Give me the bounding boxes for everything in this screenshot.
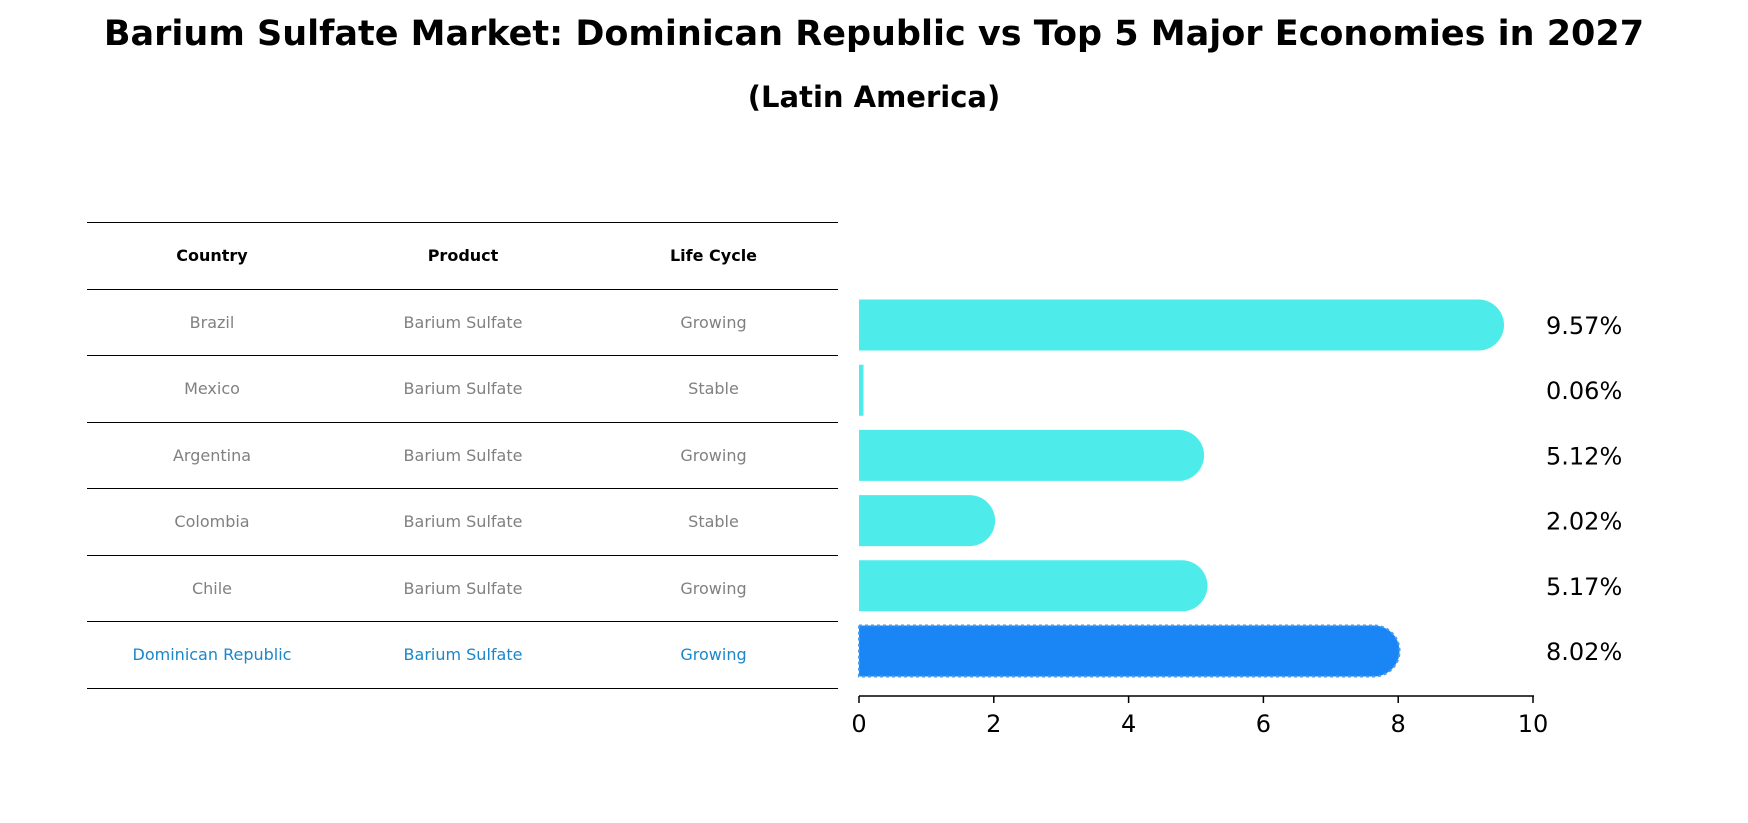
bar [859, 560, 1208, 612]
country-cell: Chile [191, 578, 233, 598]
bar [859, 495, 996, 547]
data-label: 8.02% [1546, 638, 1622, 666]
life-cycle-cell: Growing [680, 445, 747, 465]
country-cell: Dominican Republic [132, 645, 292, 665]
header-product: Product [427, 246, 499, 266]
product-cell: Barium Sulfate [403, 578, 523, 598]
header-life-cycle: Life Cycle [669, 246, 758, 266]
life-cycle-cell: Growing [680, 578, 747, 598]
header-country: Country [176, 246, 248, 266]
life-cycle-cell: Growing [680, 312, 747, 332]
product-cell: Barium Sulfate [403, 645, 523, 665]
country-cell: Colombia [174, 512, 250, 532]
data-label: 2.02% [1546, 508, 1622, 536]
life-cycle-cell: Stable [688, 379, 739, 399]
table-row: Chile Barium Sulfate Growing [87, 554, 838, 622]
table-row: Argentina Barium Sulfate Growing [87, 421, 838, 489]
country-cell: Brazil [189, 312, 235, 332]
table-header-row: Country Product Life Cycle [87, 222, 838, 289]
data-label: 9.57% [1546, 312, 1622, 340]
x-tick-label: 0 [851, 710, 866, 738]
x-tick-label: 2 [986, 710, 1001, 738]
data-table: Country Product Life Cycle Brazil Barium… [87, 222, 838, 689]
data-label: 5.12% [1546, 442, 1622, 470]
country-cell: Mexico [184, 379, 240, 399]
bar [859, 429, 1205, 481]
bar [859, 625, 1400, 677]
product-cell: Barium Sulfate [403, 512, 523, 532]
x-tick-label: 10 [1518, 710, 1549, 738]
country-cell: Argentina [172, 445, 252, 465]
table-row: Colombia Barium Sulfate Stable [87, 488, 838, 555]
table-row-highlighted: Dominican Republic Barium Sulfate Growin… [87, 621, 838, 689]
data-label: 0.06% [1546, 377, 1622, 405]
table-row: Mexico Barium Sulfate Stable [87, 355, 838, 422]
bar-highlight-outline [858, 624, 1401, 678]
bar [859, 364, 864, 416]
chart-title: Barium Sulfate Market: Dominican Republi… [103, 14, 1645, 54]
table-row: Brazil Barium Sulfate Growing [87, 288, 838, 356]
bar [859, 299, 1505, 351]
product-cell: Barium Sulfate [403, 312, 523, 332]
chart-subtitle: (Latin America) [747, 80, 1001, 114]
product-cell: Barium Sulfate [403, 445, 523, 465]
product-cell: Barium Sulfate [403, 379, 523, 399]
x-tick-label: 8 [1391, 710, 1406, 738]
x-tick-label: 4 [1121, 710, 1136, 738]
x-tick-label: 6 [1256, 710, 1271, 738]
life-cycle-cell: Growing [680, 645, 747, 665]
life-cycle-cell: Stable [688, 512, 739, 532]
data-label: 5.17% [1546, 573, 1622, 601]
